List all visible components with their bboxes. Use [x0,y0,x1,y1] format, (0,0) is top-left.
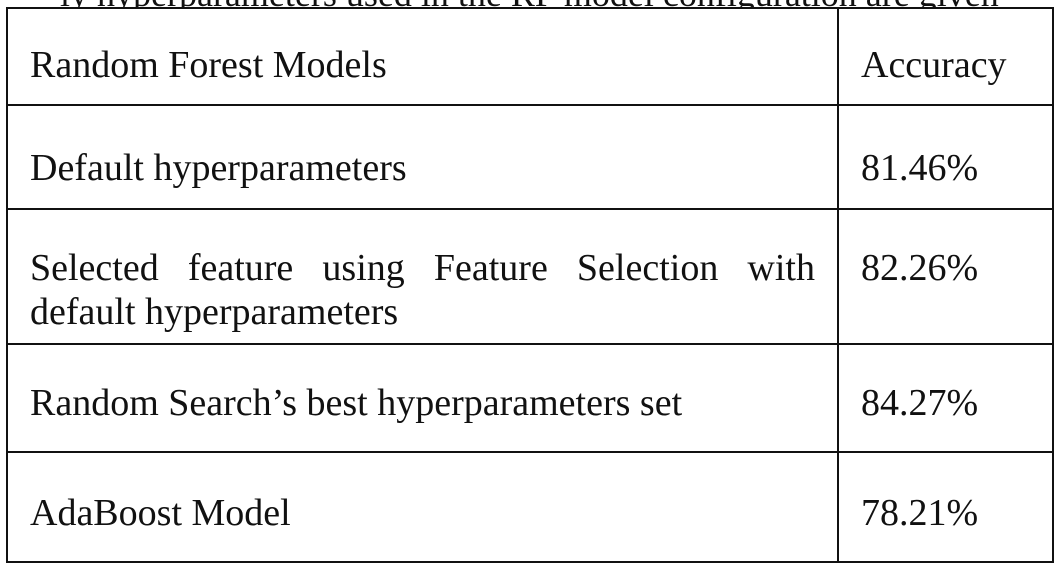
preceding-text-fragment: ly hyperparameters used in the RF model … [60,0,999,8]
cell-model: Selected feature using Feature Selection… [6,208,839,345]
table-row: AdaBoost Model 78.21% [6,451,1054,563]
table-row: Random Search’s best hyperparameters set… [6,343,1054,453]
cell-model: Random Search’s best hyperparameters set [6,343,839,453]
table-row: Selected feature using Feature Selection… [6,208,1054,345]
header-accuracy: Accuracy [837,7,1054,106]
cell-accuracy: 84.27% [837,343,1054,453]
preceding-text-cutoff: ly hyperparameters used in the RF model … [0,0,1060,8]
table-row: Default hyperparameters 81.46% [6,104,1054,210]
table-header-row: Random Forest Models Accuracy [6,7,1054,106]
cell-model: AdaBoost Model [6,451,839,563]
cell-model: Default hyperparameters [6,104,839,210]
cell-accuracy: 82.26% [837,208,1054,345]
header-model: Random Forest Models [6,7,839,106]
results-table: Random Forest Models Accuracy Default hy… [6,7,1054,563]
cell-accuracy: 81.46% [837,104,1054,210]
cell-accuracy: 78.21% [837,451,1054,563]
